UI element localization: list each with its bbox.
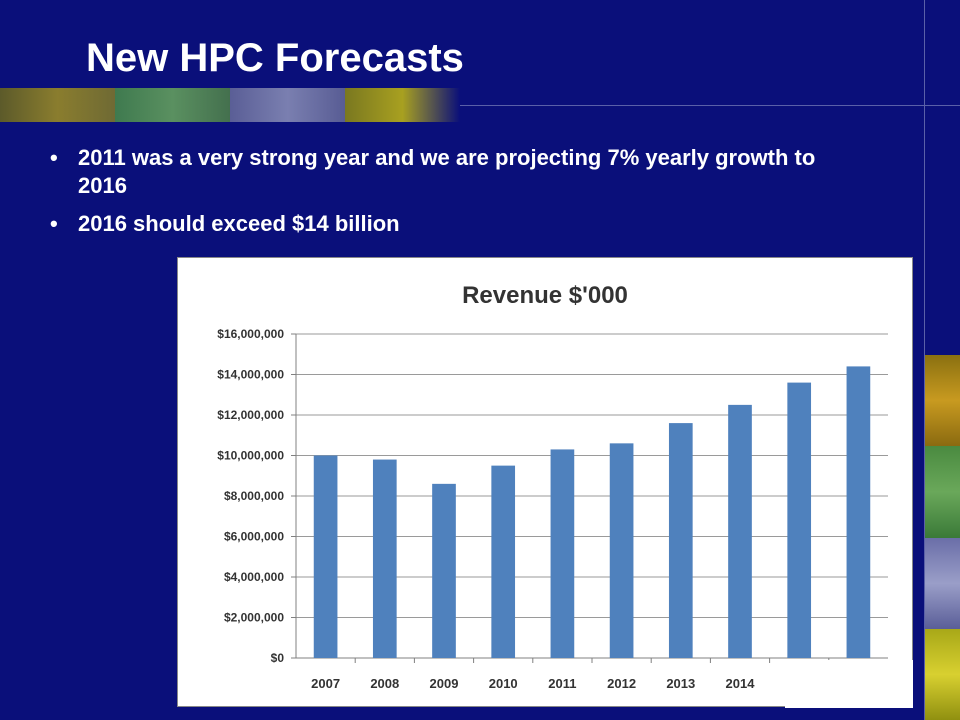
- decorative-color-strip: [0, 88, 460, 122]
- x-tick-label: 2013: [666, 676, 695, 691]
- bar-2007: [313, 455, 338, 658]
- corner-box: [785, 660, 913, 708]
- bar-2010: [491, 465, 516, 658]
- y-tick-label: $16,000,000: [217, 327, 284, 341]
- bullet-item: 2016 should exceed $14 billion: [50, 210, 870, 238]
- revenue-chart: Revenue $'000 $0 $2,000,000 $4,000,000 $6,0…: [177, 257, 913, 707]
- bar-2009: [432, 483, 456, 658]
- slide-title: New HPC Forecasts: [86, 36, 464, 80]
- decorative-side-strip: [925, 355, 960, 720]
- bar-2014: [728, 404, 752, 658]
- bar-2012: [609, 443, 634, 658]
- title-divider: [0, 105, 960, 106]
- y-tick-label: $12,000,000: [217, 408, 284, 422]
- y-tick-label: $10,000,000: [217, 449, 284, 463]
- vertical-divider: [924, 0, 925, 720]
- x-tick-label: 2012: [607, 676, 636, 691]
- y-tick-label: $14,000,000: [217, 368, 284, 382]
- bar-2015: [787, 382, 812, 658]
- y-tick-label: $4,000,000: [224, 570, 284, 584]
- x-tick-label: 2011: [548, 676, 576, 691]
- x-tick-label: 2010: [489, 676, 518, 691]
- x-tick-label: 2007: [311, 676, 340, 691]
- bar-2013: [668, 423, 693, 658]
- x-tick-label: 2014: [726, 676, 756, 691]
- x-tick-label: 2009: [430, 676, 459, 691]
- y-tick-label: $2,000,000: [224, 611, 284, 625]
- y-tick-label: $0: [271, 651, 285, 665]
- y-tick-label: $6,000,000: [224, 530, 284, 544]
- chart-svg: Revenue $'000 $0 $2,000,000 $4,000,000 $6,0…: [217, 282, 888, 691]
- bullet-item: 2011 was a very strong year and we are p…: [50, 144, 870, 200]
- bar-2011: [550, 449, 575, 658]
- bar-2008: [372, 459, 397, 658]
- x-tick-label: 2008: [370, 676, 399, 691]
- y-axis-ticks: $0 $2,000,000 $4,000,000 $6,000,000 $8,000,0…: [217, 327, 284, 665]
- chart-title: Revenue $'000: [462, 282, 628, 309]
- bullet-list: 2011 was a very strong year and we are p…: [50, 144, 870, 248]
- y-tick-label: $8,000,000: [224, 489, 284, 503]
- bars: [313, 366, 871, 658]
- bar-2016: [846, 366, 871, 658]
